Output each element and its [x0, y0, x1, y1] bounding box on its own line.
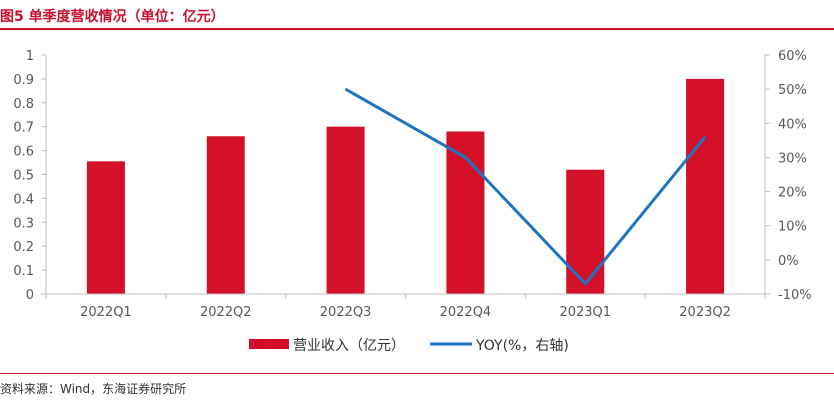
- left-tick-label: 0: [26, 288, 34, 303]
- left-tick-label: 0.2: [13, 240, 34, 255]
- yoy-line-series: [344, 87, 707, 286]
- left-tick-label: 0.7: [13, 121, 34, 136]
- right-tick-label: 30%: [778, 151, 807, 166]
- yoy-point: [584, 283, 586, 285]
- x-axis: 2022Q1 2022Q2 2022Q3 2022Q4 2023Q1 2023Q2: [45, 293, 766, 320]
- left-tick-label: 1: [26, 49, 34, 64]
- bar-2022Q3: [326, 126, 365, 294]
- x-tick-label: 2022Q4: [440, 305, 492, 320]
- yoy-line: [344, 87, 707, 286]
- right-tick-label: 10%: [778, 220, 807, 235]
- left-y-axis: 0 0.1 0.2 0.3 0.4 0.5 0.6 0.7 0.8 0.9 1: [13, 49, 47, 303]
- legend: 营业收入（亿元） YOY(%，右轴): [249, 338, 569, 354]
- left-tick-label: 0.6: [13, 145, 34, 160]
- right-tick-label: 0%: [778, 254, 799, 269]
- figure-title: 图5 单季度营收情况（单位：亿元）: [0, 9, 225, 25]
- left-tick-label: 0.3: [13, 216, 34, 231]
- x-tick-label: 2023Q1: [559, 305, 611, 320]
- left-tick-label: 0.4: [13, 192, 34, 207]
- yoy-point: [464, 156, 466, 158]
- bar-2023Q1: [566, 169, 605, 294]
- left-tick-label: 0.8: [13, 97, 34, 112]
- title-divider: [0, 28, 834, 30]
- right-tick-label: 60%: [778, 49, 807, 64]
- left-tick-label: 0.9: [13, 73, 34, 88]
- legend-line-label: YOY(%，右轴): [475, 338, 569, 354]
- x-tick-label: 2022Q3: [320, 305, 372, 320]
- x-tick-label: 2022Q2: [200, 305, 252, 320]
- right-y-axis: -10% 0% 10% 20% 30% 40% 50% 60%: [764, 49, 812, 303]
- legend-bar-label: 营业收入（亿元）: [293, 338, 405, 354]
- bar-2022Q2: [206, 136, 245, 294]
- source-note: 资料来源：Wind，东海证券研究所: [0, 382, 187, 396]
- x-tick-label: 2022Q1: [80, 305, 132, 320]
- bar-2023Q2: [686, 78, 725, 295]
- right-tick-label: 40%: [778, 117, 807, 132]
- bar-2022Q1: [86, 161, 125, 294]
- yoy-point: [704, 136, 706, 138]
- footer-divider: [0, 373, 834, 374]
- right-tick-label: -10%: [778, 288, 812, 303]
- legend-bar-swatch: [249, 339, 289, 349]
- right-tick-label: 20%: [778, 186, 807, 201]
- yoy-point: [345, 88, 347, 90]
- right-tick-label: 50%: [778, 83, 807, 98]
- left-tick-label: 0.1: [13, 264, 34, 279]
- bar-series: [86, 78, 725, 295]
- left-tick-label: 0.5: [13, 169, 34, 184]
- x-tick-label: 2023Q2: [679, 305, 731, 320]
